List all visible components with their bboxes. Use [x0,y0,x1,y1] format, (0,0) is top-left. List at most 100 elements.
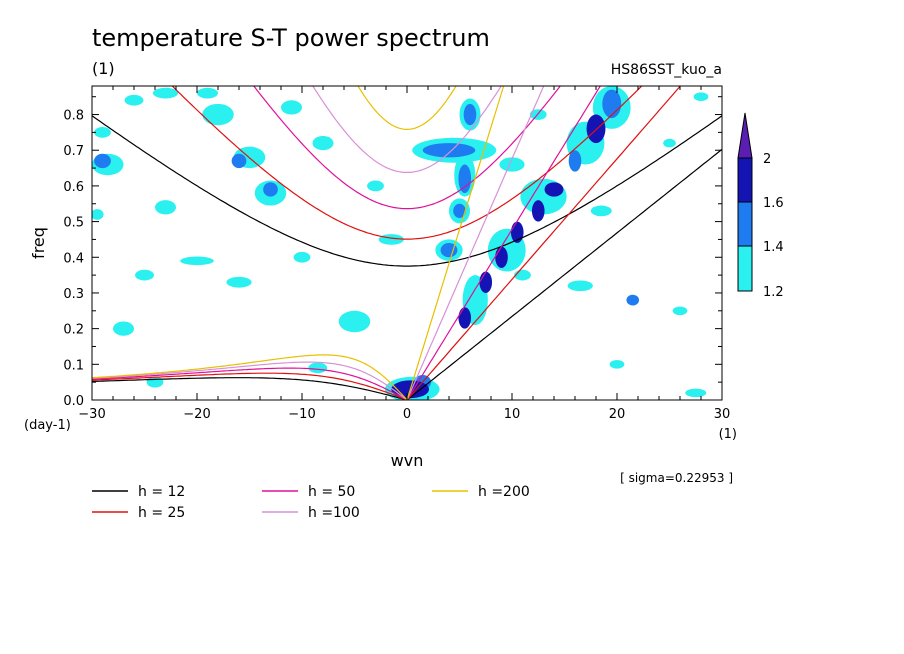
legend-label-h12: h = 12 [138,484,185,500]
contour-patch-level-1 [202,103,234,126]
legend-label-h100: h =100 [308,505,360,521]
x-tick-label: −20 [183,407,210,422]
dispersion-kelvin-h50 [406,86,602,400]
contour-patch-level-1 [693,92,709,101]
colorbar-segment [737,245,753,292]
legend-label-h25: h = 25 [138,505,185,521]
contour-patch-level-1 [590,205,612,217]
x-axis-unit: (1) [719,427,737,442]
contour-patch-level-1 [180,256,214,266]
dispersion-inertia-gravity-h12 [92,115,722,267]
x-tick-labels: −30 −20 −10 0 10 20 30 [78,407,730,422]
contour-patch-level-1 [672,306,688,316]
contour-patch-level-1 [663,138,676,148]
contour-patch-level-2 [626,294,640,306]
colorbar-segment [737,157,753,203]
dispersion-inertia-gravity-h200 [357,86,457,131]
x-tick-label: −10 [288,407,315,422]
contour-patch-level-2 [94,153,111,169]
dispersion-kelvin-h200 [406,86,505,400]
power-spectrum-contours [92,86,709,400]
colorbar-label: 1.4 [763,240,784,255]
dispersion-rossby-h12 [92,377,408,400]
contour-patch-level-1 [685,388,707,398]
dispersion-rossby-h25 [92,372,408,400]
y-axis-unit: (day-1) [24,418,71,433]
legend-label-h200: h =200 [478,484,530,500]
contour-patch-level-2 [231,153,247,169]
colorbar-label: 1.6 [763,196,784,211]
x-tick-label: 20 [609,407,626,422]
contour-patch-level-3 [531,200,545,222]
contour-patch-level-2 [568,150,582,172]
contour-patch-level-1 [135,269,154,281]
contour-patch-level-1 [94,127,111,138]
chart-subtitle-left: (1) [92,59,115,78]
sigma-note: [ sigma=0.22953 ] [620,471,733,485]
contour-patch-level-1 [367,180,384,192]
contour-patch-level-2 [602,89,622,119]
dispersion-rossby-h100 [92,361,408,400]
x-axis-label: wvn [391,451,424,470]
contour-patch-level-1 [92,209,104,220]
contour-patch-level-1 [609,360,625,369]
colorbar-label: 2 [763,152,771,167]
dispersion-inertia-gravity-h25 [171,86,643,240]
y-axis-label: freq [29,227,48,259]
legend: h = 12 h = 25 h = 50 h =100 h =200 [92,484,530,521]
contour-patch-level-1 [146,376,164,388]
contour-patch-level-1 [293,251,311,263]
x-tick-label: 30 [714,407,731,422]
dispersion-rossby-h50 [92,367,408,400]
contour-patch-level-2 [458,164,472,194]
chart-title: temperature S-T power spectrum [92,24,490,52]
contour-patch-level-1 [113,321,134,336]
contour-patch-level-1 [529,109,547,120]
x-tick-label: −30 [78,407,105,422]
dispersion-kelvin-h12 [406,148,722,400]
y-tick-label: 0.0 [63,394,84,409]
colorbar-label: 1.2 [763,285,784,300]
y-tick-label: 0.7 [63,144,84,159]
contour-patch-level-1 [124,94,144,106]
contour-patch-level-1 [338,310,371,333]
y-tick-label: 0.5 [63,216,84,231]
contour-patch-level-3 [495,246,508,268]
y-tick-labels: 0.0 0.1 0.2 0.3 0.4 0.5 0.6 0.7 0.8 [63,109,84,409]
y-tick-label: 0.2 [63,323,84,338]
axis-ticks [91,86,723,401]
y-tick-label: 0.6 [63,180,84,195]
contour-patch-level-1 [152,87,179,99]
contour-patch-level-1 [226,276,252,288]
y-tick-label: 0.8 [63,109,84,124]
chart-subtitle-right: HS86SST_kuo_a [611,62,722,78]
x-tick-label: 0 [403,407,411,422]
contour-patch-level-2 [263,182,278,197]
colorbar: 1.2 1.4 1.6 2 [737,112,784,300]
contour-patch-level-3 [586,114,606,144]
y-tick-label: 0.1 [63,358,84,373]
contour-patch-level-2 [422,143,476,158]
plot-frame [91,85,723,401]
contour-patch-level-1 [514,269,531,281]
contour-patch-level-2 [453,203,466,219]
contour-patch-level-1 [308,362,328,374]
dispersion-kelvin-h25 [406,86,682,400]
dispersion-inertia-gravity-h100 [312,86,502,173]
dispersion-kelvin-h100 [406,86,545,400]
colorbar-segment [737,201,753,247]
contour-patch-level-3 [544,182,564,197]
dispersion-curves [92,86,722,400]
contour-patch-level-3 [458,307,472,329]
contour-patch-level-1 [197,87,218,99]
contour-patch-level-1 [281,100,302,115]
colorbar-extend-triangle [737,112,753,159]
legend-label-h50: h = 50 [308,484,355,500]
y-tick-label: 0.4 [63,251,84,266]
dispersion-rossby-h200 [92,354,408,400]
contour-patch-level-1 [312,135,334,151]
contour-patch-level-1 [567,280,593,292]
contour-patch-level-2 [463,103,477,126]
y-tick-label: 0.3 [63,287,84,302]
